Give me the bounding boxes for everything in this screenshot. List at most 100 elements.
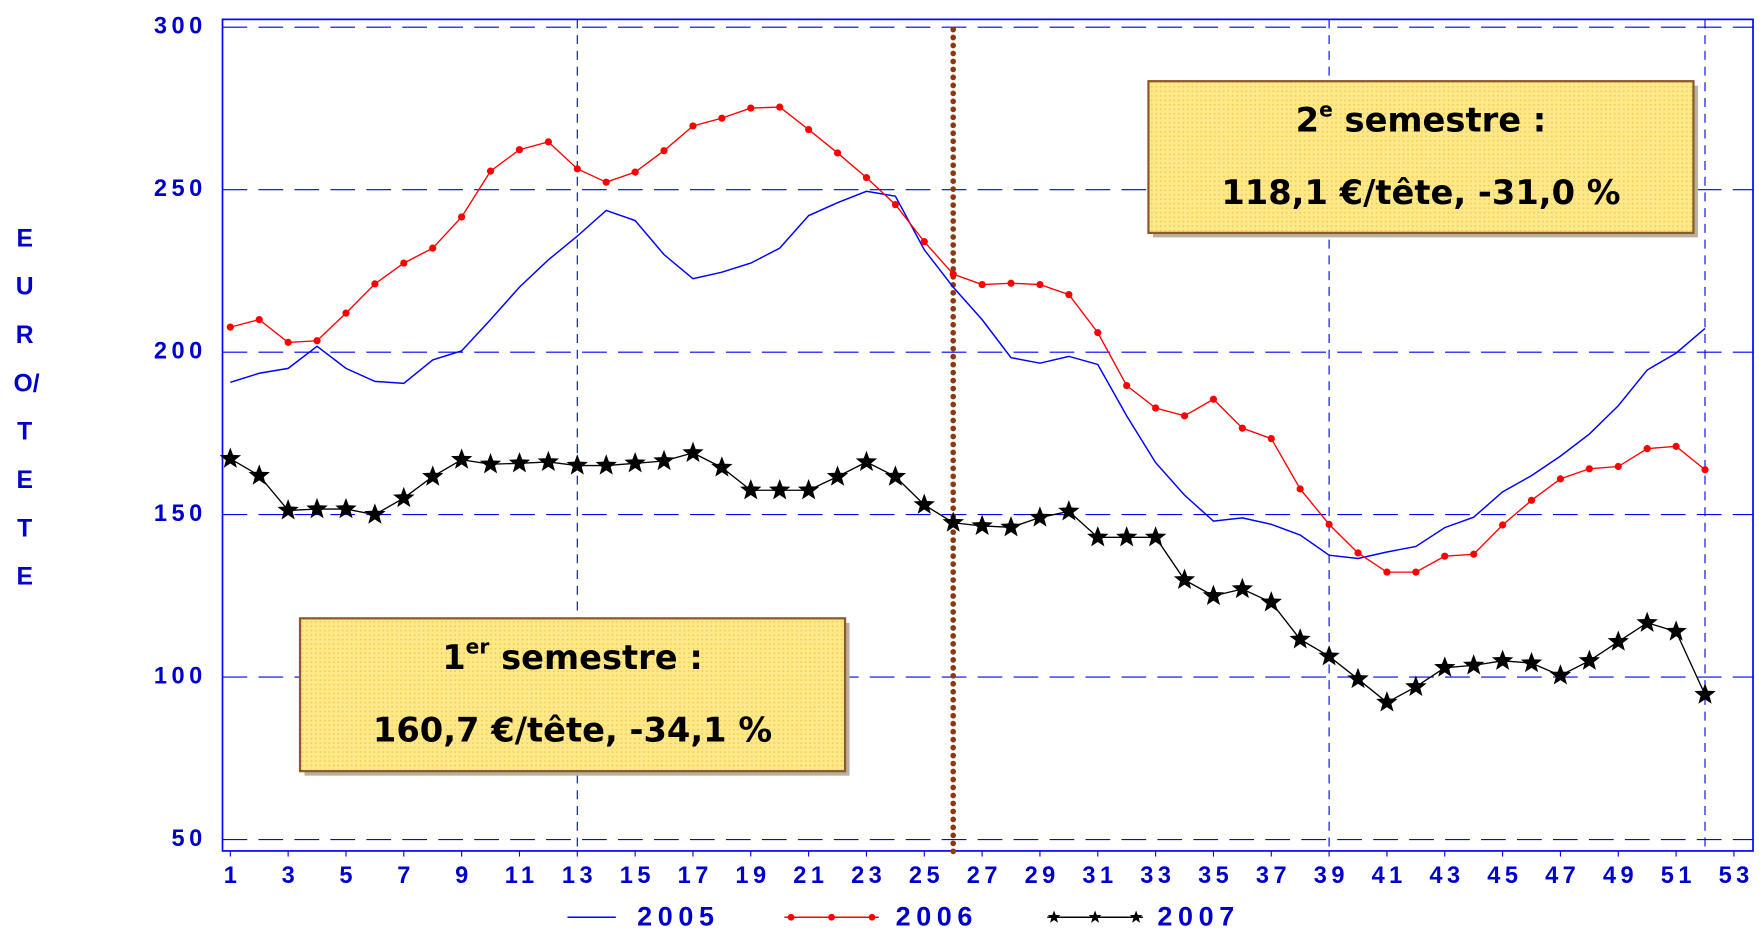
series-line (230, 106, 1706, 573)
point (1405, 675, 1427, 696)
annotation-box (1147, 80, 1695, 235)
series-line (230, 190, 1706, 560)
point (226, 323, 234, 331)
point (486, 167, 495, 175)
point (1383, 568, 1391, 576)
point (1115, 526, 1138, 547)
annotation-text: 160,7 €/tête, -34,1 % (373, 710, 772, 749)
point (1260, 591, 1282, 612)
point (1672, 442, 1680, 450)
y-tick-label: 200 (154, 337, 207, 363)
point (913, 493, 935, 514)
series-line (229, 452, 1706, 704)
point (855, 450, 878, 472)
point (1434, 656, 1456, 677)
point (1376, 691, 1398, 712)
point (1087, 526, 1109, 547)
point (826, 465, 849, 486)
point (1527, 496, 1536, 504)
point (711, 456, 733, 477)
annotation-title: 1er semestre : (442, 634, 703, 676)
point (891, 201, 899, 209)
point (805, 125, 813, 134)
point (479, 453, 502, 474)
annotation-box (298, 617, 847, 773)
point (422, 465, 444, 486)
point (740, 478, 762, 500)
x-tick-label: 51 (1661, 862, 1696, 888)
x-tick-label: 7 (397, 862, 415, 888)
x-tick-label: 25 (909, 862, 944, 888)
point (1556, 475, 1565, 483)
point (1636, 611, 1658, 632)
point (1643, 445, 1651, 453)
x-tick-label: 3 (282, 862, 300, 888)
point (689, 122, 697, 130)
point (1209, 395, 1218, 403)
point (1441, 552, 1449, 560)
point (1007, 279, 1015, 287)
point (1470, 550, 1478, 558)
semester-label: semestre : (489, 637, 703, 676)
x-tick-label: 11 (505, 862, 539, 888)
point (393, 486, 415, 508)
annotation-text: 118,1 €/tête, -31,0 % (1221, 173, 1620, 212)
x-tick-label: 21 (793, 862, 828, 888)
annotation-title: 2e semestre : (1296, 97, 1547, 139)
point (682, 441, 704, 463)
point (1614, 462, 1622, 471)
point (862, 174, 871, 182)
point (1354, 549, 1362, 557)
point (306, 497, 328, 519)
point (1491, 649, 1514, 670)
point (884, 465, 907, 486)
legend: 2005 2006 2007 (567, 901, 1234, 931)
point (718, 114, 726, 122)
point (1694, 683, 1716, 704)
point (1180, 412, 1189, 420)
point (544, 138, 552, 146)
legend-marker (1047, 910, 1061, 923)
x-tick-label: 35 (1198, 862, 1233, 888)
point (313, 337, 321, 345)
x-tick-label: 29 (1025, 862, 1060, 888)
point (624, 452, 646, 473)
point (255, 316, 263, 324)
y-tick-label: 250 (154, 175, 207, 201)
point (1289, 628, 1311, 649)
point (971, 514, 993, 536)
point (219, 447, 242, 468)
x-tick-label: 17 (678, 862, 713, 888)
point (1231, 577, 1254, 599)
point (833, 149, 842, 157)
y-axis-label: EURO/TETE (13, 223, 40, 591)
point (797, 478, 820, 500)
point (342, 309, 350, 317)
point (1296, 485, 1304, 493)
point (277, 499, 299, 520)
point (1144, 526, 1167, 547)
point (595, 454, 617, 475)
x-tick-label: 19 (735, 862, 770, 888)
point (1585, 465, 1593, 473)
legend-marker (1129, 910, 1143, 923)
x-tick-label: 41 (1372, 862, 1407, 888)
point (1549, 664, 1572, 685)
plot-frame (221, 18, 1754, 852)
point (284, 338, 292, 346)
point (949, 270, 957, 278)
y-label-box: EURO/TETE (13, 223, 40, 591)
point (1094, 329, 1102, 337)
legend-marker (868, 913, 876, 921)
x-tick-label: 31 (1082, 862, 1117, 888)
y-tick-label: 50 (172, 825, 207, 851)
ordinal: 2 (1296, 100, 1319, 139)
x-tick-label: 53 (1719, 862, 1754, 888)
x-tick-label: 5 (339, 862, 357, 888)
point (653, 449, 675, 471)
point (1665, 620, 1687, 641)
point (248, 464, 270, 485)
